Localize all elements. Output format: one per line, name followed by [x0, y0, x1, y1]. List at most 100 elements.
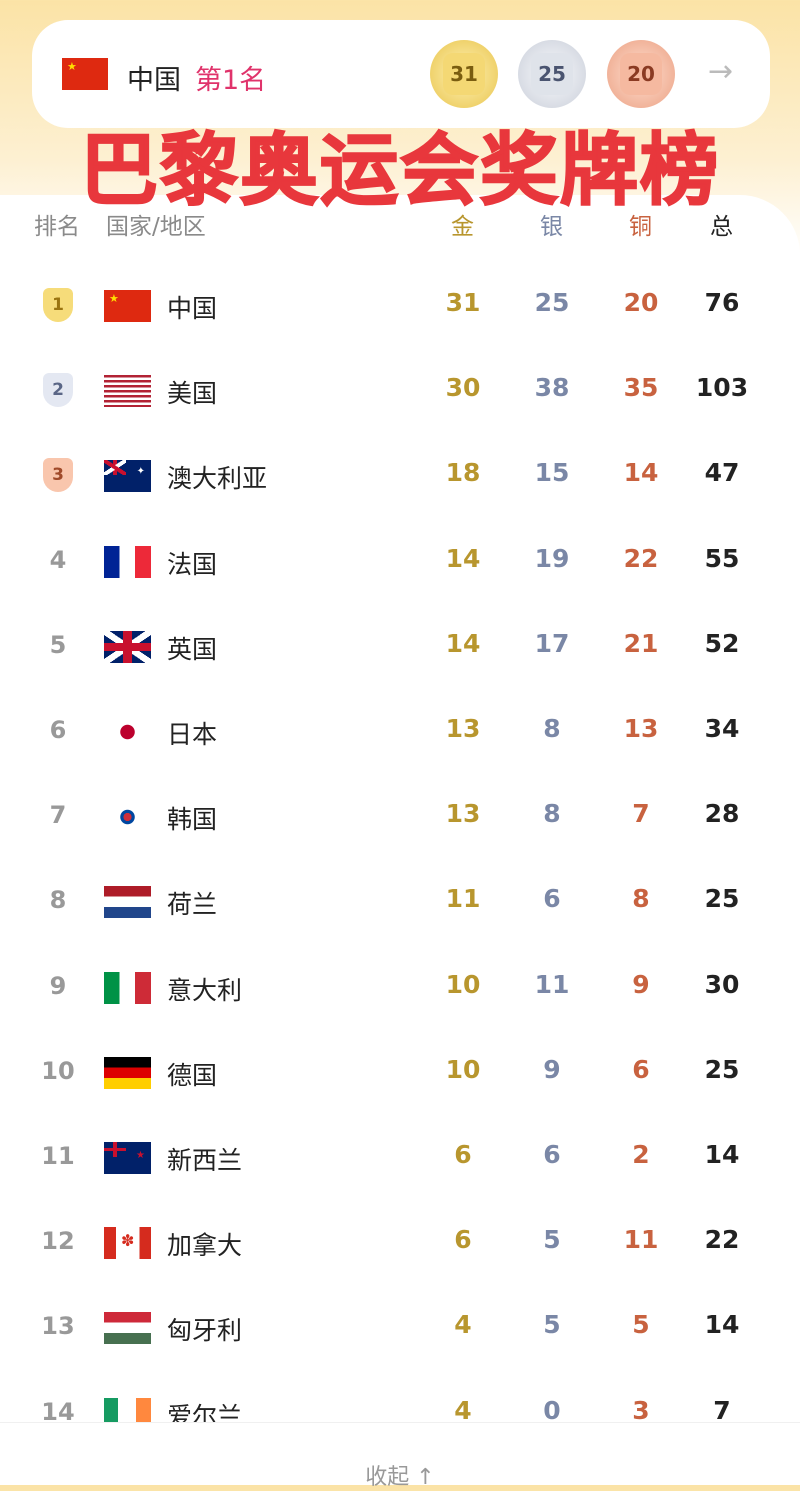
- country-name: 美国: [167, 379, 218, 409]
- total-count: 52: [704, 628, 740, 658]
- table-row[interactable]: 11 ★ 新西兰 6 6 2 14: [0, 1128, 800, 1188]
- silver-count: 15: [534, 458, 570, 488]
- footer-bar: 收起 ↑: [0, 1422, 800, 1490]
- table-row[interactable]: 10 德国 10 9 6 25: [0, 1043, 800, 1103]
- gold-count: 6: [454, 1140, 472, 1169]
- jp-flag-icon: [104, 716, 151, 748]
- au-flag-icon: ✦: [104, 460, 151, 493]
- country-name: 韩国: [167, 805, 218, 835]
- gold-count: 6: [454, 1225, 472, 1255]
- total-count: 30: [704, 969, 740, 999]
- country-name: 新西兰: [167, 1146, 243, 1175]
- table-row[interactable]: 1 ★ 中国 31 25 20 76: [0, 276, 800, 336]
- bronze-count: 20: [623, 288, 659, 317]
- table-row[interactable]: 9 意大利 10 11 9 30: [0, 958, 800, 1018]
- silver-count: 6: [543, 1140, 561, 1169]
- summary-card[interactable]: ★ 中国 第1名 31 25 20 →: [32, 20, 770, 128]
- silver-count: 19: [534, 543, 570, 573]
- country-name: 加拿大: [167, 1231, 243, 1261]
- total-count: 34: [704, 714, 740, 743]
- silver-count: 17: [534, 628, 570, 658]
- total-count: 25: [704, 884, 740, 914]
- table-row[interactable]: 6 日本 13 8 13 34: [0, 702, 800, 762]
- total-count: 14: [704, 1140, 740, 1169]
- silver-count: 5: [543, 1310, 561, 1340]
- rank: 6: [49, 716, 67, 744]
- gold-count: 13: [445, 799, 481, 829]
- total-count: 7: [713, 1395, 731, 1425]
- gb-flag-icon: [104, 630, 151, 663]
- silver-count: 8: [543, 799, 561, 829]
- silver-medal-icon: 25: [518, 40, 586, 108]
- silver-count: 6: [543, 884, 561, 914]
- gold-count: 18: [445, 458, 481, 488]
- table-row[interactable]: 3 ✦ 澳大利亚 18 15 14 47: [0, 446, 800, 506]
- table-row[interactable]: 13 匈牙利 4 5 5 14: [0, 1298, 800, 1358]
- rank: 7: [49, 801, 67, 830]
- total-count: 28: [704, 799, 740, 829]
- country-name: 匈牙利: [167, 1316, 243, 1346]
- silver-count: 25: [534, 288, 570, 317]
- china-flag-icon: ★: [62, 58, 108, 90]
- bronze-count: 2: [632, 1140, 650, 1169]
- ca-flag-icon: ✽: [104, 1227, 151, 1260]
- collapse-button[interactable]: 收起 ↑: [365, 1465, 435, 1490]
- rank: 13: [41, 1312, 75, 1341]
- bronze-medal-icon: 20: [607, 40, 675, 108]
- summary-gold: 31: [443, 53, 485, 95]
- header-bronze: 铜: [629, 214, 652, 240]
- silver-count: 11: [534, 969, 570, 999]
- rank: 4: [49, 545, 67, 574]
- gold-count: 14: [445, 543, 481, 573]
- de-flag-icon: [104, 1056, 151, 1089]
- total-count: 103: [695, 373, 749, 403]
- silver-count: 0: [543, 1395, 561, 1425]
- bronze-count: 13: [623, 714, 659, 743]
- total-count: 25: [704, 1054, 740, 1084]
- rank: 8: [49, 886, 67, 915]
- fr-flag-icon: [104, 545, 151, 578]
- country-name: 中国: [167, 294, 218, 323]
- rank: 5: [49, 630, 67, 659]
- silver-count: 9: [543, 1054, 561, 1084]
- silver-count: 8: [543, 714, 561, 743]
- country-name: 法国: [167, 549, 218, 579]
- silver-count: 5: [543, 1225, 561, 1255]
- bronze-count: 3: [632, 1395, 650, 1425]
- total-count: 14: [704, 1310, 740, 1340]
- table-row[interactable]: 2 美国 30 38 35 103: [0, 361, 800, 421]
- rank-badge-icon: 3: [43, 458, 73, 493]
- silver-count: 38: [534, 373, 570, 403]
- country-name: 日本: [167, 720, 218, 749]
- country-name: 荷兰: [167, 890, 218, 920]
- cn-flag-icon: ★: [104, 290, 151, 322]
- bronze-count: 11: [623, 1225, 659, 1255]
- nl-flag-icon: [104, 886, 151, 919]
- country-name: 澳大利亚: [167, 464, 268, 494]
- gold-count: 30: [445, 373, 481, 403]
- bronze-count: 14: [623, 458, 659, 488]
- table-row[interactable]: 4 法国 14 19 22 55: [0, 532, 800, 592]
- bronze-count: 35: [623, 373, 659, 403]
- kr-flag-icon: [104, 801, 151, 834]
- table-row[interactable]: 5 英国 14 17 21 52: [0, 617, 800, 677]
- bronze-count: 9: [632, 969, 650, 999]
- gold-count: 10: [445, 969, 481, 999]
- summary-bronze: 20: [620, 53, 662, 95]
- bronze-count: 22: [623, 543, 659, 573]
- bronze-count: 8: [632, 884, 650, 914]
- country-name: 英国: [167, 634, 218, 664]
- table-row[interactable]: 12 ✽ 加拿大 6 5 11 22: [0, 1213, 800, 1273]
- bronze-count: 6: [632, 1054, 650, 1084]
- rank-badge-icon: 1: [43, 288, 73, 322]
- header-total: 总: [710, 214, 733, 240]
- table-row[interactable]: 7 韩国 13 8 7 28: [0, 787, 800, 847]
- arrow-right-icon[interactable]: →: [708, 54, 734, 89]
- header-gold: 金: [451, 214, 474, 240]
- page-title: 巴黎奥运会奖牌榜: [79, 125, 720, 217]
- total-count: 22: [704, 1225, 740, 1255]
- medal-table-panel: [0, 195, 800, 1485]
- table-row[interactable]: 8 荷兰 11 6 8 25: [0, 872, 800, 932]
- country-name: 德国: [167, 1060, 218, 1090]
- rank: 14: [41, 1397, 75, 1426]
